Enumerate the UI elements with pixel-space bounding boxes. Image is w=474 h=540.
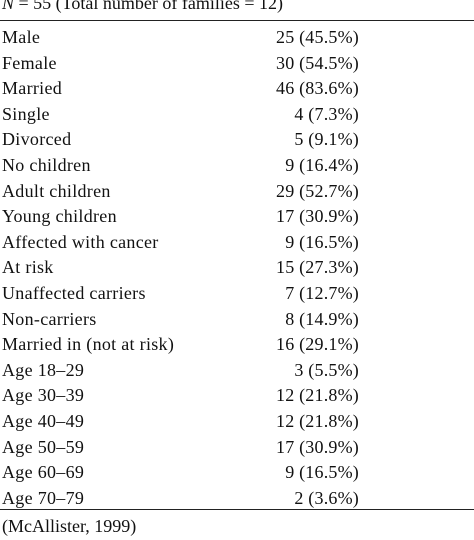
row-label: Age 50–59 xyxy=(2,436,85,457)
row-value: 29 (52.7%) xyxy=(276,180,359,201)
bottom-rule xyxy=(0,509,474,510)
table-row: Age 40–49 12 (21.8%) xyxy=(0,409,474,435)
row-value: 30 (54.5%) xyxy=(276,52,359,73)
caption-n-symbol: N xyxy=(2,0,15,13)
row-label: Divorced xyxy=(2,129,72,150)
row-value: 16 (29.1%) xyxy=(276,334,359,355)
row-value: 7 (12.7%) xyxy=(285,282,359,303)
row-value: 2 (3.6%) xyxy=(294,487,359,508)
table-row: Age 30–39 12 (21.8%) xyxy=(0,383,474,409)
row-label: Unaffected carriers xyxy=(2,282,146,303)
table-body: Male 25 (45.5%) Female 30 (54.5%) Married 4… xyxy=(0,25,474,511)
row-value: 25 (45.5%) xyxy=(276,27,359,47)
row-label: No children xyxy=(2,154,91,175)
source-citation: (McAllister, 1999) xyxy=(2,516,137,536)
caption-text: = 55 (Total number of families = 12) xyxy=(14,0,283,13)
table-row: Young children 17 (30.9%) xyxy=(0,204,474,230)
table-row: Divorced 5 (9.1%) xyxy=(0,127,474,153)
table-row: Adult children 29 (52.7%) xyxy=(0,179,474,205)
table-row: At risk 15 (27.3%) xyxy=(0,255,474,281)
row-value: 17 (30.9%) xyxy=(276,436,359,457)
table-row: Age 60–69 9 (16.5%) xyxy=(0,460,474,486)
row-label: Adult children xyxy=(2,180,111,201)
row-label: Age 18–29 xyxy=(2,359,85,380)
table-row: Married in (not at risk) 16 (29.1%) xyxy=(0,332,474,358)
row-value: 9 (16.4%) xyxy=(285,154,359,175)
row-value: 46 (83.6%) xyxy=(276,78,359,99)
row-label: Age 40–49 xyxy=(2,410,85,431)
row-value: 5 (9.1%) xyxy=(294,129,359,150)
row-value: 15 (27.3%) xyxy=(276,257,359,278)
row-label: Male xyxy=(2,27,41,47)
row-label: At risk xyxy=(2,257,54,278)
table-row: Age 50–59 17 (30.9%) xyxy=(0,435,474,461)
row-label: Affected with cancer xyxy=(2,231,159,252)
row-label: Age 60–69 xyxy=(2,462,85,483)
row-label: Single xyxy=(2,103,50,124)
table-row: Male 25 (45.5%) xyxy=(0,25,474,51)
row-value: 4 (7.3%) xyxy=(294,103,359,124)
row-label: Young children xyxy=(2,206,117,227)
table-row: Age 18–29 3 (5.5%) xyxy=(0,358,474,384)
table-row: Age 70–79 2 (3.6%) xyxy=(0,486,474,512)
table-caption: N = 55 (Total number of families = 12) xyxy=(2,0,283,14)
table-row: Married 46 (83.6%) xyxy=(0,76,474,102)
row-value: 12 (21.8%) xyxy=(276,410,359,431)
row-label: Married in (not at risk) xyxy=(2,334,175,355)
table-row: Affected with cancer 9 (16.5%) xyxy=(0,230,474,256)
row-label: Non-carriers xyxy=(2,308,97,329)
row-value: 3 (5.5%) xyxy=(294,359,359,380)
row-label: Married xyxy=(2,78,63,99)
table-row: Single 4 (7.3%) xyxy=(0,102,474,128)
row-label: Age 30–39 xyxy=(2,385,85,406)
table-row: Non-carriers 8 (14.9%) xyxy=(0,307,474,333)
row-value: 9 (16.5%) xyxy=(285,462,359,483)
row-value: 12 (21.8%) xyxy=(276,385,359,406)
row-value: 8 (14.9%) xyxy=(285,308,359,329)
row-label: Age 70–79 xyxy=(2,487,85,508)
table-row: Unaffected carriers 7 (12.7%) xyxy=(0,281,474,307)
table-row: No children 9 (16.4%) xyxy=(0,153,474,179)
row-value: 9 (16.5%) xyxy=(285,231,359,252)
table-row: Female 30 (54.5%) xyxy=(0,51,474,77)
row-label: Female xyxy=(2,52,57,73)
top-rule xyxy=(0,20,474,21)
row-value: 17 (30.9%) xyxy=(276,206,359,227)
